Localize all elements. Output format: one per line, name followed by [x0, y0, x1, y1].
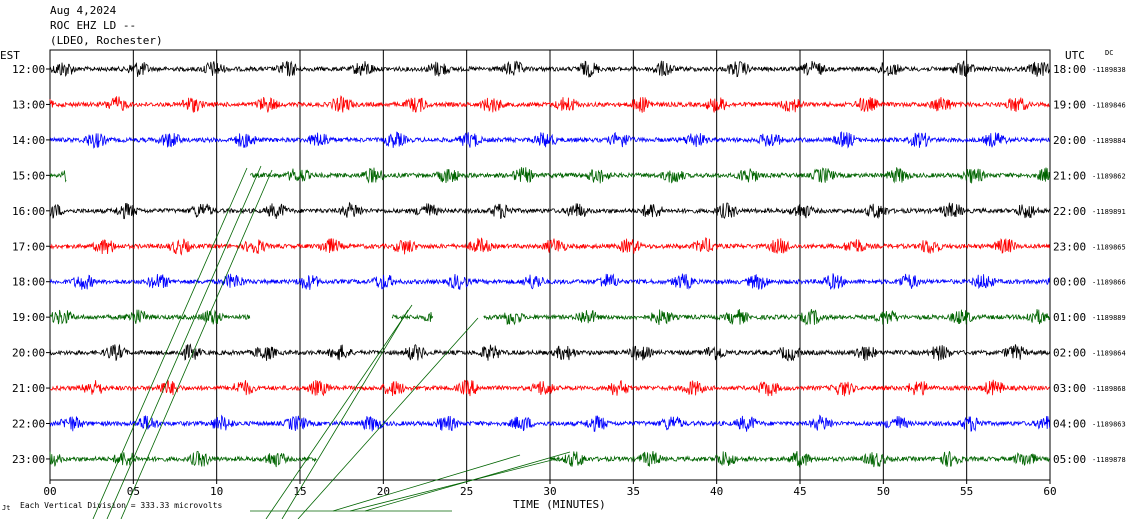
- est-label: 20:00: [12, 347, 45, 360]
- x-tick-label: 50: [877, 485, 890, 498]
- dc-value: -1189866: [1092, 279, 1126, 287]
- utc-label: 19:00: [1053, 98, 1086, 111]
- x-axis-title: TIME (MINUTES): [513, 498, 606, 511]
- est-label: 23:00: [12, 453, 45, 466]
- dc-value: -1189878: [1092, 456, 1126, 464]
- scale-note: Each Vertical Division = 333.33 microvol…: [20, 501, 222, 510]
- dc-value: -1189846: [1092, 101, 1126, 109]
- trace-row: [49, 414, 1050, 432]
- x-tick-label: 25: [460, 485, 473, 498]
- x-tick-label: 55: [960, 485, 973, 498]
- est-label: 22:00: [12, 418, 45, 431]
- trace-row: [49, 273, 1050, 291]
- utc-label: 02:00: [1053, 347, 1086, 360]
- x-tick-label: 45: [793, 485, 806, 498]
- utc-label: 00:00: [1053, 276, 1086, 289]
- trace-row: [49, 343, 1050, 362]
- utc-label: 21:00: [1053, 169, 1086, 182]
- dc-value: -1189865: [1092, 243, 1126, 251]
- utc-label: 04:00: [1053, 418, 1086, 431]
- x-tick-label: 00: [43, 485, 56, 498]
- x-tick-label: 60: [1043, 485, 1056, 498]
- est-label: 14:00: [12, 134, 45, 147]
- date-label: Aug 4,2024: [50, 4, 117, 17]
- network-label: (LDEO, Rochester): [50, 34, 163, 47]
- utc-label: 03:00: [1053, 382, 1086, 395]
- est-axis-title: EST: [0, 49, 20, 62]
- cross-line: [281, 309, 409, 519]
- est-label: 13:00: [12, 98, 45, 111]
- cross-lines: [92, 165, 571, 519]
- trace-row: [49, 201, 1050, 220]
- cross-line: [349, 457, 561, 512]
- dc-value: -1189884: [1092, 137, 1126, 145]
- utc-label: 20:00: [1053, 134, 1086, 147]
- utc-label: 22:00: [1053, 205, 1086, 218]
- x-tick-label: 30: [543, 485, 556, 498]
- est-label: 12:00: [12, 63, 45, 76]
- minute-gridlines: 00051015202530354045505560: [43, 50, 1057, 498]
- trace-row: [49, 60, 1050, 78]
- station-label: ROC EHZ LD --: [50, 19, 137, 32]
- x-tick-label: 15: [293, 485, 306, 498]
- cross-line: [92, 167, 248, 519]
- est-label: 17:00: [12, 240, 45, 253]
- dc-value: -1189868: [1092, 385, 1126, 393]
- est-label: 15:00: [12, 169, 45, 182]
- dc-value: -1189862: [1092, 172, 1126, 180]
- trace-row: [49, 95, 1050, 113]
- seismic-traces: [49, 60, 1050, 468]
- trace-row: [49, 237, 1050, 256]
- cross-line: [106, 165, 262, 519]
- axis-labels: 12:00 18:00 -1189838 13:00 19:00 -1189846 14:0…: [12, 63, 1126, 466]
- corner-mark: Jt: [2, 504, 10, 512]
- dc-label: DC: [1105, 49, 1113, 57]
- utc-label: 01:00: [1053, 311, 1086, 324]
- trace-row: [49, 379, 1050, 397]
- x-tick-label: 35: [627, 485, 640, 498]
- utc-label: 23:00: [1053, 240, 1086, 253]
- dc-value: -1189889: [1092, 314, 1126, 322]
- cross-line: [297, 317, 479, 519]
- trace-row: [49, 309, 1050, 326]
- utc-axis-title: UTC: [1065, 49, 1085, 62]
- utc-label: 18:00: [1053, 63, 1086, 76]
- x-tick-label: 40: [710, 485, 723, 498]
- dc-value: -1189863: [1092, 421, 1126, 429]
- trace-row: [49, 450, 1050, 468]
- cross-line: [332, 454, 521, 512]
- x-tick-label: 10: [210, 485, 223, 498]
- est-label: 16:00: [12, 205, 45, 218]
- cross-line: [265, 304, 413, 519]
- est-label: 21:00: [12, 382, 45, 395]
- trace-row: [49, 167, 1050, 184]
- dc-value: -1189891: [1092, 208, 1126, 216]
- dc-value: -1189864: [1092, 350, 1126, 358]
- est-label: 18:00: [12, 276, 45, 289]
- utc-label: 05:00: [1053, 453, 1086, 466]
- cross-line: [120, 169, 273, 519]
- trace-row: [49, 131, 1050, 149]
- est-label: 19:00: [12, 311, 45, 324]
- cross-line: [364, 451, 571, 512]
- dc-value: -1189838: [1092, 66, 1126, 74]
